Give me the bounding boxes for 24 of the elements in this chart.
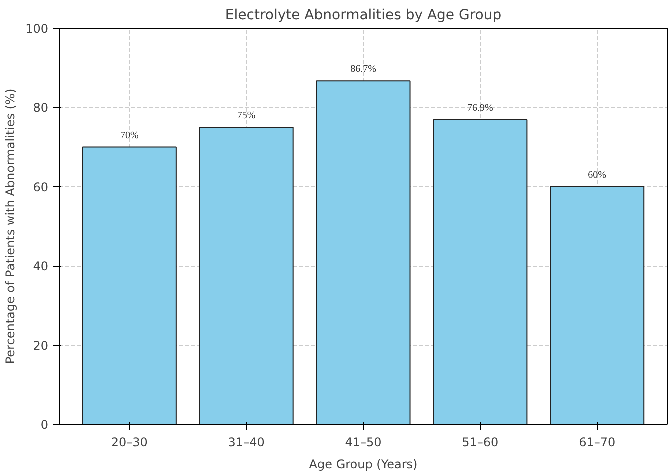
- bar: [433, 119, 528, 424]
- bar: [316, 80, 411, 424]
- data-label: 86.7%: [350, 64, 376, 76]
- y-tick-label: 60: [33, 180, 49, 194]
- bar: [550, 186, 645, 424]
- bar: [82, 146, 177, 424]
- chart-title: Electrolyte Abnormalities by Age Group: [225, 8, 502, 24]
- x-tick-label: 20–30: [111, 436, 148, 450]
- bar: [199, 127, 294, 424]
- data-label: 75%: [237, 110, 256, 122]
- x-axis-title: Age Group (Years): [309, 458, 418, 472]
- y-axis-title: Percentage of Patients with Abnormalities (%): [4, 88, 18, 364]
- y-tick-label: 0: [40, 418, 49, 432]
- y-tick-label: 100: [26, 22, 48, 36]
- y-tick-label: 20: [33, 338, 49, 353]
- x-tick-label: 61–70: [579, 436, 616, 450]
- data-label: 70%: [120, 130, 139, 142]
- x-tick-label: 41–50: [345, 436, 382, 450]
- x-tick-label: 51–60: [462, 436, 499, 450]
- x-tick-label: 31–40: [228, 436, 265, 450]
- data-label: 60%: [588, 170, 607, 181]
- y-tick-label: 80: [33, 101, 49, 116]
- y-tick-label: 40: [33, 260, 49, 274]
- data-label: 76.9%: [468, 102, 494, 114]
